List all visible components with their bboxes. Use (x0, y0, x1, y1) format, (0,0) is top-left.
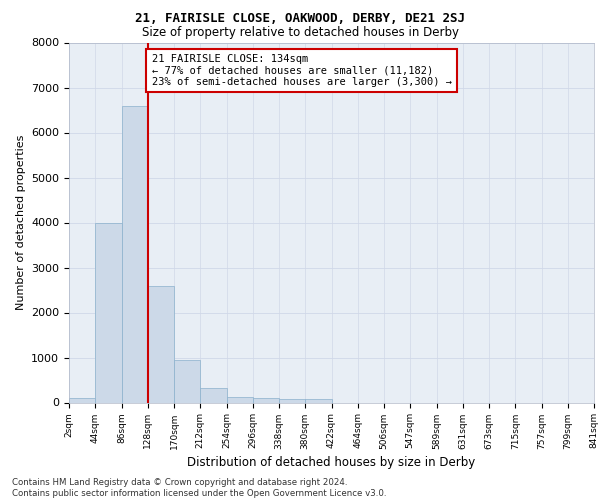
Bar (253, 398, 279, 402)
Bar (200, 388, 227, 402)
Bar (305, 400, 331, 402)
Text: Contains HM Land Registry data © Crown copyright and database right 2024.
Contai: Contains HM Land Registry data © Crown c… (12, 478, 386, 498)
Bar (279, 399, 305, 402)
Bar (95, 222, 121, 402)
Bar (174, 360, 200, 403)
Text: 21 FAIRISLE CLOSE: 134sqm
← 77% of detached houses are smaller (11,182)
23% of s: 21 FAIRISLE CLOSE: 134sqm ← 77% of detac… (152, 54, 452, 87)
X-axis label: Distribution of detached houses by size in Derby: Distribution of detached houses by size … (187, 456, 476, 468)
Bar (148, 286, 174, 403)
Y-axis label: Number of detached properties: Number of detached properties (16, 135, 26, 310)
Text: 21, FAIRISLE CLOSE, OAKWOOD, DERBY, DE21 2SJ: 21, FAIRISLE CLOSE, OAKWOOD, DERBY, DE21… (135, 12, 465, 26)
Bar (227, 396, 253, 402)
Text: Size of property relative to detached houses in Derby: Size of property relative to detached ho… (142, 26, 458, 39)
Bar (69, 398, 95, 402)
Bar (121, 106, 148, 403)
